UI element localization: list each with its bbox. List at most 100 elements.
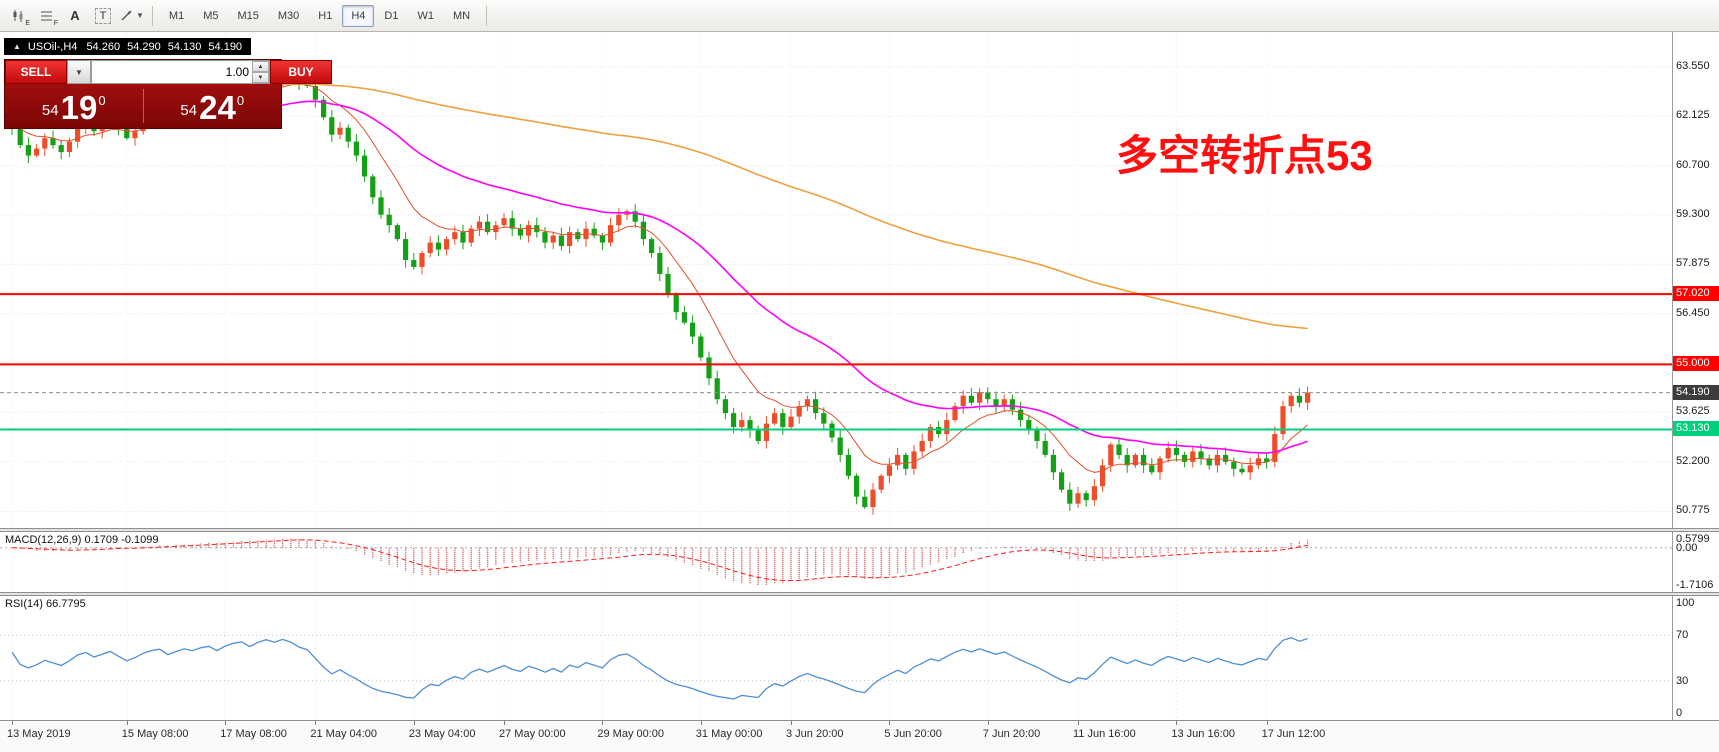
ask-pipette: 0 — [236, 92, 245, 108]
time-axis-label: 13 Jun 16:00 — [1171, 728, 1236, 740]
tf-button-d1[interactable]: D1 — [384, 9, 399, 22]
buy-button[interactable]: BUY — [270, 60, 332, 84]
macd-plot[interactable]: MACD(12,26,9) 0.1709 -0.1099 — [0, 532, 1672, 592]
ohlc-open: 54.260 — [86, 40, 121, 53]
time-tick — [12, 721, 13, 725]
textbox-tool-letter: T — [95, 7, 111, 24]
candlestick-chart-icon — [13, 9, 23, 22]
rsi-axis-label: 30 — [1676, 675, 1689, 687]
main-horizontal-grid — [0, 66, 1672, 512]
bid-price[interactable]: 54 19 0 — [5, 86, 143, 127]
caret-down-icon: ▼ — [257, 74, 264, 81]
time-tick — [126, 721, 128, 725]
rsi-axis-label: 70 — [1676, 629, 1689, 641]
candles — [9, 64, 1311, 515]
time-axis[interactable]: 13 May 2019 15 May 08:00 17 May 08:00 21 Ma… — [0, 720, 1719, 752]
chart-workspace: ▲ USOil-,H4 54.260 54.290 54.130 54.190 … — [0, 32, 1719, 752]
text-label-tool-button[interactable]: A — [62, 4, 88, 28]
time-axis-label: 23 May 04:00 — [408, 728, 476, 740]
volume-increase-button[interactable]: ▲ — [252, 61, 269, 72]
rsi-plot[interactable]: RSI(14) 66.7795 — [0, 596, 1672, 720]
chart-type-candles-button[interactable]: E — [6, 4, 32, 28]
volume-input[interactable] — [92, 61, 252, 83]
macd-signal-line — [11, 539, 1308, 582]
tf-button-mn[interactable]: MN — [452, 9, 471, 22]
price-axis-label: 57.875 — [1676, 257, 1710, 269]
price-axis-label: 63.550 — [1676, 60, 1710, 72]
macd-svg — [0, 532, 1672, 592]
ask-integer: 54 — [180, 101, 198, 119]
time-axis-label: 15 May 08:00 — [121, 728, 189, 740]
drawing-tools-dropdown[interactable]: ▼ — [118, 4, 145, 28]
time-axis-label: 31 May 00:00 — [695, 728, 763, 740]
macd-axis-label: 0.5799 — [1676, 533, 1710, 545]
rsi-axis-label: 0 — [1676, 707, 1683, 719]
main-chart-panel: ▲ USOil-,H4 54.260 54.290 54.130 54.190 … — [0, 32, 1719, 528]
ask-price[interactable]: 54 24 0 — [144, 86, 282, 127]
price-axis-label: 59.300 — [1676, 208, 1710, 220]
bid-ask-display: 54 19 0 54 24 0 — [5, 84, 281, 128]
toolbar-separator — [486, 5, 488, 26]
tf-button-m15[interactable]: M15 — [237, 9, 259, 22]
time-axis-label: 17 May 08:00 — [220, 728, 287, 740]
rsi-svg — [0, 596, 1672, 720]
sell-button[interactable]: SELL — [5, 60, 67, 84]
price-line-tag: 57.020 — [1673, 286, 1719, 301]
macd-axis[interactable]: 0.5799 0.00 -1.7106 — [1672, 532, 1719, 592]
rsi-panel: RSI(14) 66.7795 100 70 30 0 — [0, 596, 1719, 720]
time-axis-label: 11 Jun 16:00 — [1073, 728, 1136, 740]
rsi-axis[interactable]: 100 70 30 0 — [1672, 596, 1719, 720]
tf-button-h4[interactable]: H4 — [342, 4, 375, 27]
main-chart-plot[interactable]: ▲ USOil-,H4 54.260 54.290 54.130 54.190 … — [0, 32, 1672, 528]
timeframe-group: M1 M5 M15 M30 H1 H4 D1 W1 MN — [160, 4, 479, 27]
time-axis-label: 27 May 00:00 — [499, 728, 566, 740]
volume-stepper: ▲ ▼ — [252, 61, 269, 83]
rsi-label: RSI(14) 66.7795 — [5, 598, 86, 610]
rsi-line — [11, 637, 1308, 700]
panel-divider[interactable] — [0, 528, 1719, 532]
time-tick — [1078, 721, 1079, 725]
tf-button-w1[interactable]: W1 — [417, 9, 434, 22]
price-axis-label: 52.200 — [1676, 455, 1710, 467]
price-axis-label: 62.125 — [1676, 109, 1710, 121]
bid-pips: 19 — [60, 88, 98, 126]
price-axis[interactable]: 63.550 62.125 60.700 59.300 57.875 56.450 53.6… — [1672, 32, 1719, 528]
symbol-ohlc-bar[interactable]: ▲ USOil-,H4 54.260 54.290 54.130 54.190 — [4, 38, 252, 55]
price-line-tag: 53.130 — [1673, 421, 1719, 436]
time-axis-label: 13 May 2019 — [7, 728, 71, 740]
price-axis-label: 53.625 — [1676, 405, 1710, 417]
macd-value-main: 0.1709 — [84, 534, 119, 546]
tf-button-m1[interactable]: M1 — [168, 9, 185, 22]
time-tick — [700, 721, 702, 725]
ohlc-high: 54.290 — [127, 40, 161, 53]
current-price-tag: 54.190 — [1673, 385, 1719, 400]
price-divider — [142, 89, 144, 123]
volume-decrease-button[interactable]: ▼ — [252, 72, 269, 83]
tf-button-h1[interactable]: H1 — [318, 9, 333, 22]
chevron-down-icon: ▼ — [136, 11, 144, 20]
tool-sub-letter: E — [25, 19, 30, 27]
time-axis-label: 17 Jun 12:00 — [1261, 728, 1326, 740]
time-tick — [413, 721, 415, 725]
caret-up-icon: ▲ — [257, 63, 264, 70]
macd-axis-label: -1.7106 — [1676, 579, 1714, 591]
tf-button-m30[interactable]: M30 — [277, 9, 300, 22]
toolbar: E F A T ▼ M1 M5 M15 M30 H1 H4 D1 W1 MN — [0, 0, 1719, 32]
time-tick — [791, 721, 792, 725]
indicator-list-button[interactable]: F — [34, 4, 60, 28]
tf-button-m5[interactable]: M5 — [203, 9, 219, 22]
bid-pipette: 0 — [98, 92, 106, 108]
list-lines-icon — [41, 11, 52, 20]
toolbar-separator — [151, 5, 153, 26]
rsi-name: RSI(14) — [5, 598, 43, 610]
macd-name: MACD(12,26,9) — [5, 534, 82, 546]
order-type-dropdown[interactable]: ▼ — [67, 60, 91, 84]
ohlc-low: 54.130 — [167, 40, 202, 53]
ask-pips: 24 — [199, 88, 236, 126]
macd-value-signal: -0.1099 — [121, 534, 159, 546]
time-axis-label: 3 Jun 20:00 — [786, 728, 844, 740]
ohlc-close: 54.190 — [208, 40, 243, 53]
text-box-tool-button[interactable]: T — [90, 4, 116, 28]
panel-divider[interactable] — [0, 592, 1719, 596]
